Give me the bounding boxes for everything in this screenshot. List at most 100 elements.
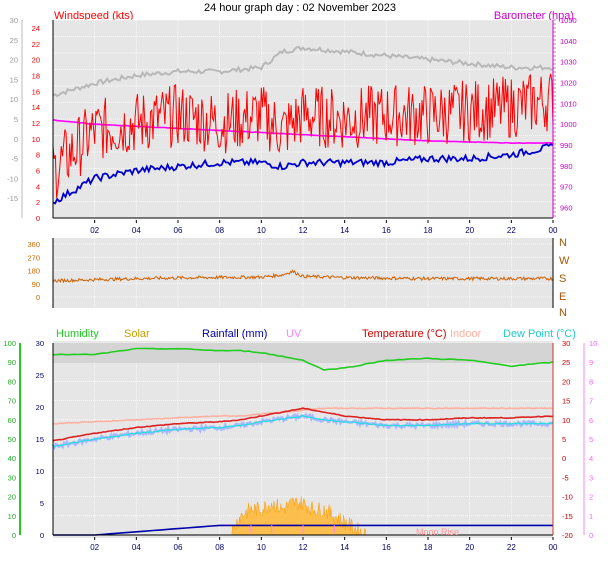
compass-label: S — [559, 273, 566, 285]
atmos-x-tick-label: 02 — [90, 543, 99, 552]
wind-y-tick-label: 8 — [36, 151, 40, 160]
humidity-line — [52, 347, 554, 371]
baro-y-tick-label: 960 — [560, 204, 573, 213]
wind-y2-tick-label: -10 — [7, 174, 18, 183]
wind-x-tick-label: 22 — [507, 226, 516, 235]
atmos-x-tick-label: 06 — [174, 543, 183, 552]
wind-x-tick-label: 16 — [382, 226, 391, 235]
wind-y2-tick-label: 5 — [14, 115, 18, 124]
temp-y-tick-label: 10 — [562, 416, 570, 425]
wind-y2-tick-label: -5 — [11, 155, 18, 164]
moon-rise-annotation: Moon Rise — [416, 527, 459, 537]
wind-x-tick-label: 14 — [340, 226, 349, 235]
rainfall-y-tick-label: 30 — [36, 339, 44, 348]
baro-y-tick-label: 1030 — [560, 58, 577, 67]
humidity-y-tick-label: 100 — [3, 339, 16, 348]
wind-y2-tick-label: -15 — [7, 194, 18, 203]
wind-x-tick-label: 02 — [90, 226, 99, 235]
wind-x-tick-label: 12 — [299, 226, 308, 235]
atmos-x-tick-label: 14 — [340, 543, 349, 552]
wind-panel: Windspeed (kts) Barometer (hpa) 24222018… — [7, 10, 577, 235]
wind-y2-tick-label: 30 — [10, 16, 18, 25]
legend-rainfall: Rainfall (mm) — [202, 328, 267, 340]
humidity-y-tick-label: 80 — [8, 377, 16, 386]
atmos-x-tick-label: 00 — [549, 543, 558, 552]
uv-y-tick-label: 2 — [589, 493, 593, 502]
temp-y-tick-label: 0 — [562, 454, 566, 463]
temp-y-tick-label: 30 — [562, 339, 570, 348]
wind-x-tick-label: 00 — [549, 226, 558, 235]
baro-y-tick-label: 1010 — [560, 99, 577, 108]
wind-y2-tick-label: 15 — [10, 75, 18, 84]
wind-x-tick-label: 06 — [174, 226, 183, 235]
uv-y-tick-label: 9 — [589, 358, 593, 367]
wind-x-tick-label: 08 — [215, 226, 224, 235]
wind-y-tick-label: 18 — [32, 71, 40, 80]
atmos-x-tick-label: 20 — [465, 543, 474, 552]
rainfall-y-tick-label: 25 — [36, 371, 44, 380]
atmos-x-tick-label: 18 — [424, 543, 433, 552]
humidity-y-tick-label: 90 — [8, 358, 16, 367]
wind-x-tick-label: 10 — [257, 226, 266, 235]
wind-y2-tick-label: 25 — [10, 36, 18, 45]
humidity-y-tick-label: 50 — [8, 435, 16, 444]
compass-label: E — [559, 291, 566, 303]
legend-indoor: Indoor — [450, 328, 482, 340]
rainfall-y-tick-label: 15 — [36, 435, 44, 444]
rainfall-y-tick-label: 10 — [36, 467, 44, 476]
uv-y-tick-label: 3 — [589, 473, 593, 482]
windspeed-avg-line — [52, 143, 554, 205]
temp-y-tick-label: -10 — [562, 493, 573, 502]
humidity-y-tick-label: 20 — [8, 493, 16, 502]
wind-y-tick-label: 6 — [36, 166, 40, 175]
baro-y-tick-label: 990 — [560, 141, 573, 150]
wind-y-tick-label: 2 — [36, 198, 40, 207]
baro-y-tick-label: 1020 — [560, 79, 577, 88]
temp-y-tick-label: 5 — [562, 435, 566, 444]
atmos-x-tick-label: 04 — [132, 543, 141, 552]
windspeed-line — [52, 73, 554, 198]
temp-y-tick-label: 20 — [562, 377, 570, 386]
wind-y2-tick-label: 20 — [10, 56, 18, 65]
winddir-y-tick-label: 180 — [27, 267, 40, 276]
temp-y-tick-label: -15 — [562, 512, 573, 521]
wind-y-tick-label: 4 — [36, 182, 40, 191]
legend-temperature: Temperature (°C) — [362, 328, 446, 340]
barometer-label: Barometer (hpa) — [494, 10, 574, 22]
uv-y-tick-label: 8 — [589, 377, 593, 386]
indoor-line — [53, 407, 554, 425]
legend-humidity: Humidity — [56, 328, 99, 340]
wind-y-tick-label: 22 — [32, 40, 40, 49]
uv-y-tick-label: 1 — [589, 512, 593, 521]
legend-uv: UV — [286, 328, 302, 340]
wind-y-tick-label: 0 — [36, 214, 40, 223]
uv-y-tick-label: 10 — [589, 339, 597, 348]
temp-y-tick-label: -20 — [562, 531, 573, 540]
atmos-x-tick-label: 22 — [507, 543, 516, 552]
legend-solar: Solar — [124, 328, 150, 340]
humidity-y-tick-label: 40 — [8, 454, 16, 463]
uv-y-tick-label: 6 — [589, 416, 593, 425]
winddir-y-tick-label: 90 — [32, 280, 40, 289]
baro-y-tick-label: 1040 — [560, 37, 577, 46]
wind-y-tick-label: 12 — [32, 119, 40, 128]
wind-x-tick-label: 20 — [465, 226, 474, 235]
uv-y-tick-label: 5 — [589, 435, 593, 444]
humidity-y-tick-label: 70 — [8, 397, 16, 406]
temp-y-tick-label: -5 — [562, 473, 569, 482]
legend-dewpoint: Dew Point (°C) — [503, 328, 576, 340]
winddir-line — [52, 269, 554, 284]
wind-y2-tick-label: 0 — [14, 135, 18, 144]
wind-x-tick-label: 04 — [132, 226, 141, 235]
humidity-y-tick-label: 0 — [12, 531, 16, 540]
uv-y-tick-label: 7 — [589, 397, 593, 406]
humidity-y-tick-label: 60 — [8, 416, 16, 425]
uv-y-tick-label: 0 — [589, 531, 593, 540]
winddir-y-tick-label: 270 — [27, 253, 40, 262]
gust-line — [52, 45, 554, 98]
baro-y-tick-label: 970 — [560, 183, 573, 192]
wind-y-tick-label: 16 — [32, 87, 40, 96]
temp-y-tick-label: 25 — [562, 358, 570, 367]
